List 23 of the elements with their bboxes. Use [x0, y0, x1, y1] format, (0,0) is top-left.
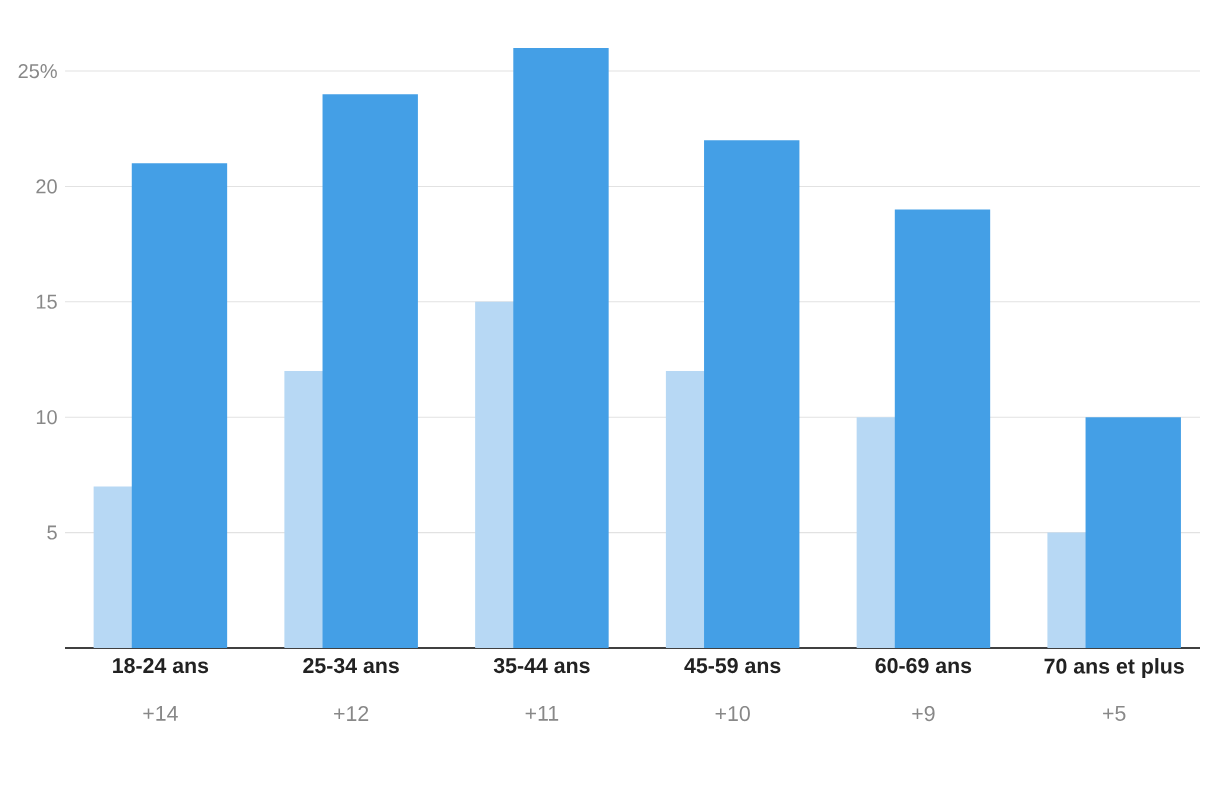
- text: +5: [1103, 706, 1126, 721]
- y-tick-label: 15: [36, 294, 57, 309]
- bar: [513, 47, 609, 648]
- y-tick-label: 20: [36, 179, 57, 194]
- x-tick-label: 35-44 ans: [493, 658, 590, 674]
- text: +14: [143, 706, 178, 721]
- text: +9: [912, 706, 935, 722]
- bar: [1085, 417, 1181, 648]
- bar: [131, 163, 228, 648]
- text: +12: [334, 706, 369, 721]
- x-tick-label: 45-59 ans: [684, 658, 781, 674]
- bar: [322, 94, 418, 648]
- text: +11: [525, 706, 559, 721]
- x-tick-label: 60-69 ans: [875, 658, 972, 674]
- y-tick-label: 10: [36, 410, 57, 425]
- x-tick-label: 70 ans et plus: [1044, 658, 1184, 678]
- bar: [704, 140, 800, 648]
- x-tick-label: 25-34 ans: [303, 658, 399, 674]
- text: +10: [715, 706, 750, 722]
- y-tick-label: 25%: [18, 63, 57, 79]
- x-tick-label: 18-24 ans: [113, 658, 209, 674]
- y-tick-label: 5: [47, 525, 57, 540]
- bar: [894, 209, 991, 648]
